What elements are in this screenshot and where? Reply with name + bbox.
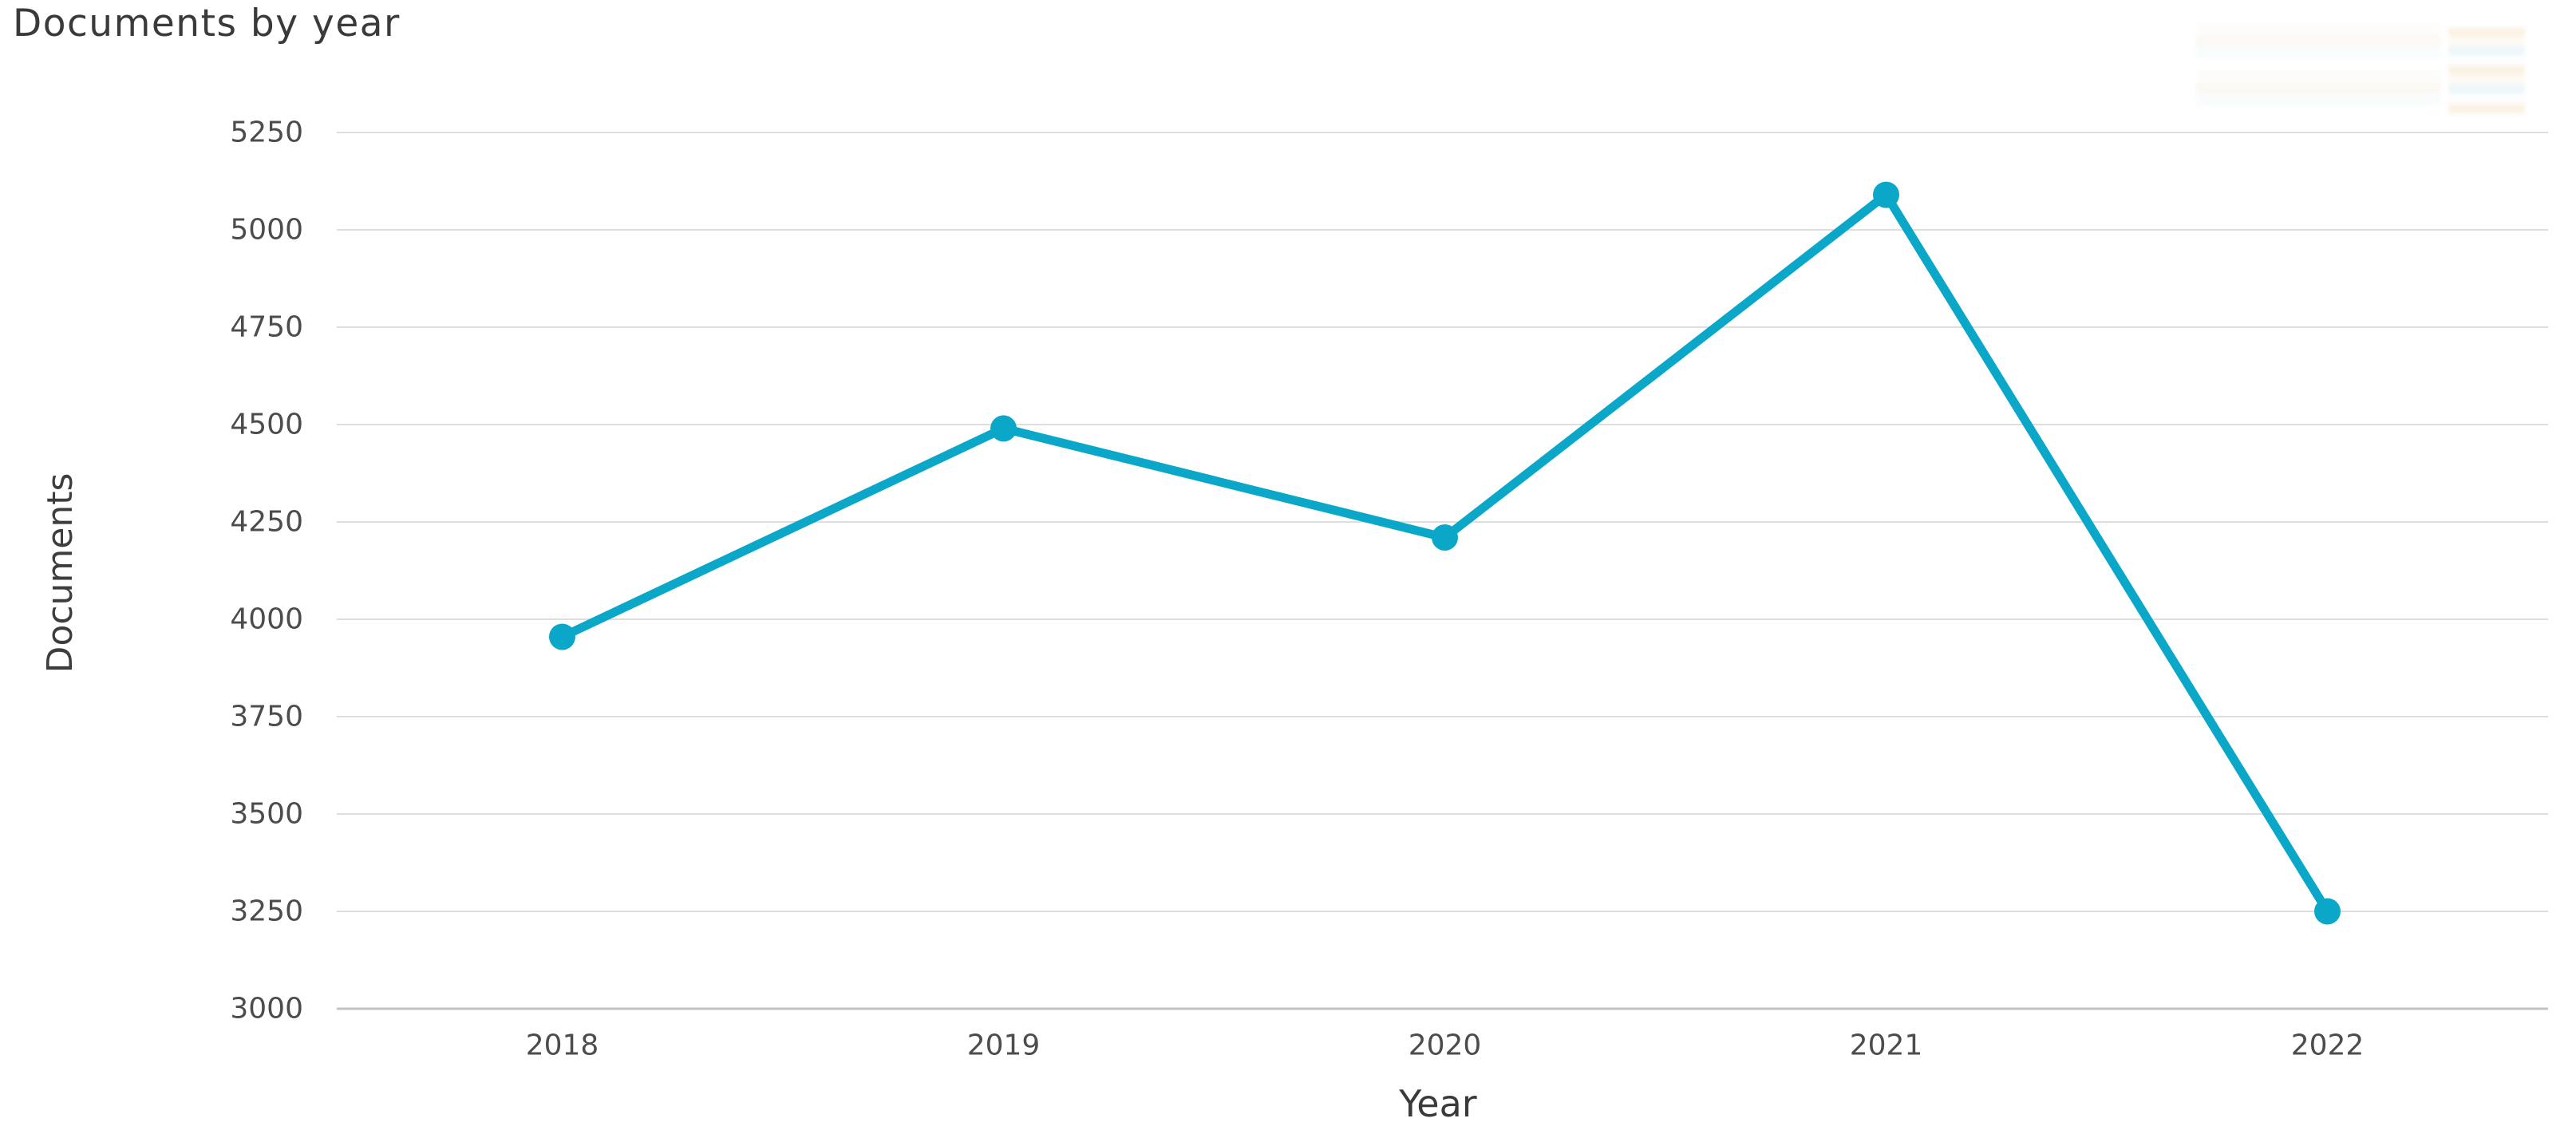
y-tick-label-3000: 3000 [230,993,303,1025]
chart-title: Documents by year [13,2,401,45]
x-tick-label-2022: 2022 [2291,1029,2365,1062]
x-tick-label-2020: 2020 [1409,1029,1482,1062]
y-tick-label-5250: 5250 [230,117,303,149]
y-tick-label-4750: 4750 [230,311,303,344]
data-point-2019[interactable] [990,415,1017,442]
documents-series-line [558,190,2332,916]
data-point-2020[interactable] [1432,524,1458,551]
y-tick-label-5000: 5000 [230,214,303,247]
y-tick-label-4000: 4000 [230,603,303,636]
x-tick-label-2018: 2018 [526,1029,599,1062]
y-tick-label-3500: 3500 [230,798,303,831]
y-axis-title: Documents [40,472,81,674]
x-tick-label-2019: 2019 [967,1029,1041,1062]
y-tick-label-3750: 3750 [230,701,303,733]
x-tick-label-2021: 2021 [1850,1029,1923,1062]
y-tick-label-4250: 4250 [230,506,303,539]
data-point-2021[interactable] [1873,181,1899,208]
x-axis-title: Year [1399,1082,1477,1125]
data-point-2018[interactable] [549,623,575,650]
y-tick-label-3250: 3250 [230,895,303,928]
y-tick-label-4500: 4500 [230,409,303,441]
data-point-2022[interactable] [2314,898,2341,925]
